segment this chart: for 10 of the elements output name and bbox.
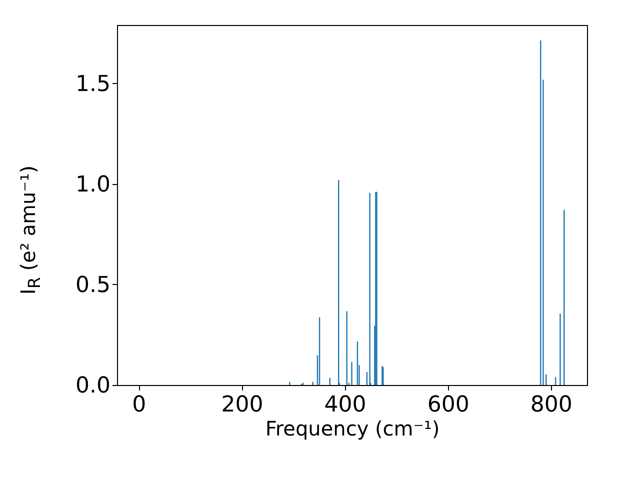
x-tick-label: 600 [427,392,470,418]
y-tick-label: 1.5 [76,72,110,97]
y-tick-label: 0.5 [76,272,110,298]
x-tick-label: 0 [132,392,146,418]
x-tick-label: 200 [221,392,264,418]
y-tick-label: 1.0 [76,172,110,198]
x-tick-label: 800 [530,392,572,418]
x-tick-label: 400 [324,392,366,418]
y-tick-label: 0.0 [76,374,110,398]
x-axis-title: Frequency (cm⁻¹) [265,416,440,440]
